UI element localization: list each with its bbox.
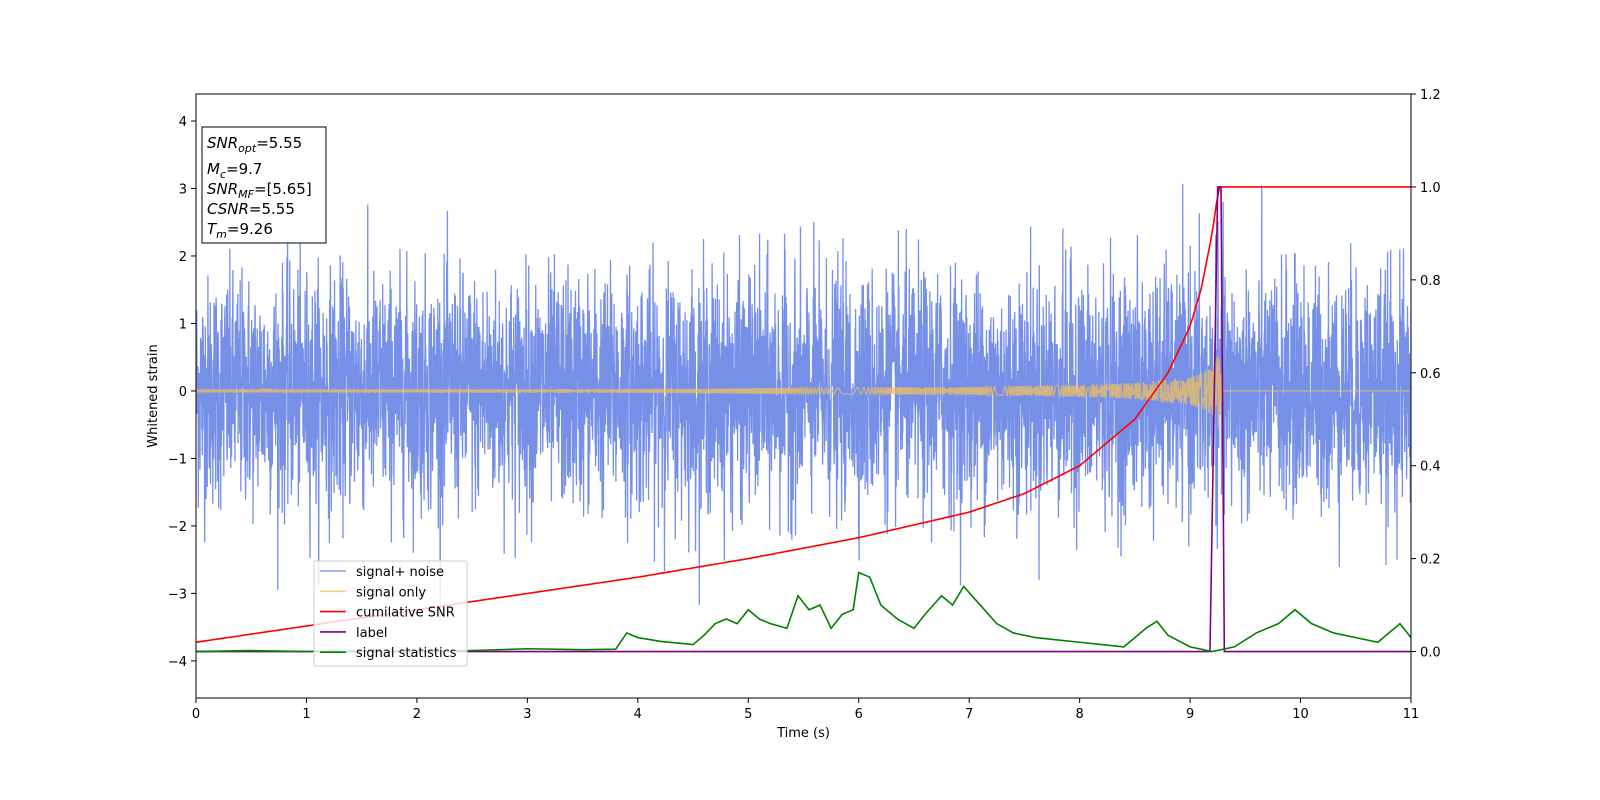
- y-tick-label: 0: [179, 385, 187, 400]
- y-tick-label: −1: [168, 452, 187, 467]
- legend-frame: [313, 560, 468, 667]
- axes-layer: 0 1 2 3 4 5 6 7 8 9 10 1143210−1−2−3−41.21.00.80.60…: [168, 88, 1441, 722]
- legend-label-signal-noise: signal+ noise: [356, 565, 444, 580]
- x-tick-label: 4: [634, 707, 642, 722]
- legend-label-label: label: [356, 626, 387, 641]
- y-tick-label: 1: [179, 317, 187, 332]
- y-tick-label: −3: [168, 587, 187, 602]
- info-snr-mf: SNRMF=[5.65]: [207, 180, 312, 201]
- info-box: SNRopt=5.55 Mc=9.7 SNRMF=[5.65] CSNR=5.5…: [201, 126, 327, 244]
- x-tick-label: 9: [1186, 707, 1194, 722]
- y-tick-label: −4: [168, 655, 187, 670]
- y2-tick-label: 0.8: [1420, 274, 1441, 289]
- info-snr-opt: SNRopt=5.55: [207, 134, 302, 155]
- x-tick-label: 3: [523, 707, 531, 722]
- y2-tick-label: 0.6: [1420, 367, 1441, 382]
- y2-tick-label: 0.0: [1420, 646, 1441, 661]
- y2-tick-label: 1.0: [1420, 181, 1441, 196]
- y-tick-label: 2: [179, 250, 187, 265]
- info-box-frame: [201, 126, 327, 244]
- info-mc: Mc=9.7: [207, 160, 262, 181]
- x-tick-label: 7: [965, 707, 973, 722]
- x-tick-label: 2: [413, 707, 421, 722]
- x-tick-label: 6: [855, 707, 863, 722]
- legend-label-cumilative-snr: cumilative SNR: [356, 606, 455, 621]
- x-tick-label: 11: [1403, 707, 1420, 722]
- plot-frame: [195, 93, 1412, 699]
- info-csnr: CSNR=5.55: [207, 200, 295, 218]
- y-tick-label: 4: [179, 115, 187, 130]
- x-tick-label: 10: [1292, 707, 1309, 722]
- y2-tick-label: 0.4: [1420, 460, 1441, 475]
- y-axis-label: Whitened strain: [146, 344, 161, 447]
- y2-tick-label: 1.2: [1420, 88, 1441, 103]
- info-tm: Tm=9.26: [207, 220, 273, 241]
- x-tick-label: 5: [744, 707, 752, 722]
- legend: signal+ noise signal only cumilative SNR la…: [313, 560, 468, 667]
- series-label: [196, 186, 1411, 653]
- x-tick-label: 8: [1075, 707, 1083, 722]
- series-signal-only: [196, 356, 1411, 428]
- series-signal-noise: [196, 183, 1411, 621]
- y2-tick-label: 0.2: [1420, 553, 1441, 568]
- x-tick-label: 1: [302, 707, 310, 722]
- legend-label-signal-statistics: signal statistics: [356, 646, 457, 661]
- series-signal-statistics: [196, 571, 1411, 653]
- y-tick-label: −2: [168, 520, 187, 535]
- x-axis-label: Time (s): [776, 726, 830, 741]
- x-tick-label: 0: [192, 707, 200, 722]
- y-tick-label: 3: [179, 182, 187, 197]
- legend-label-signal-only: signal only: [356, 585, 426, 600]
